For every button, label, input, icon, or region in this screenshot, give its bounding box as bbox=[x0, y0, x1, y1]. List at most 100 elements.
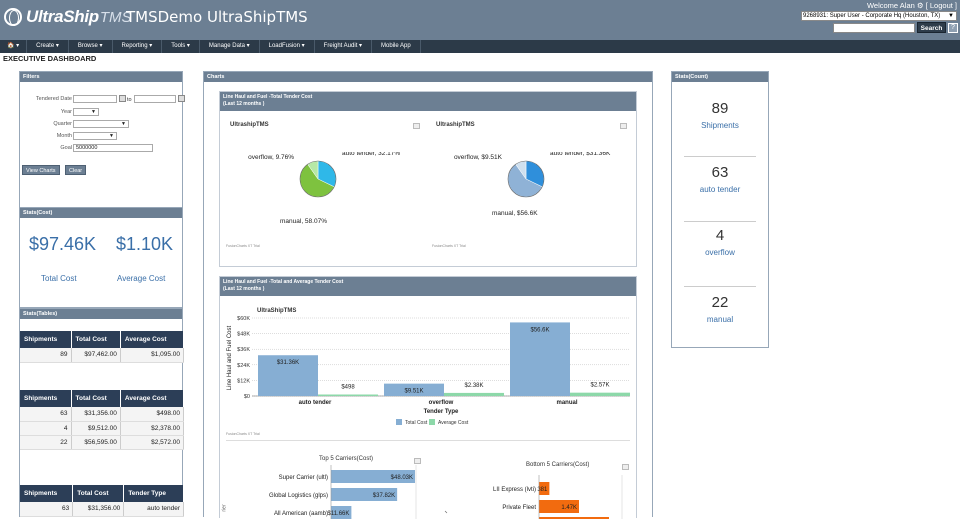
carrier-charts-svg: $48.03K Super Carrier (ultl) $37.82K Global… bbox=[269, 465, 623, 519]
nav-home[interactable]: 🏠 ▾ bbox=[0, 40, 28, 53]
bar-data-label: $2.57K bbox=[590, 383, 609, 389]
goal-input[interactable]: 5000000 bbox=[73, 144, 153, 152]
stats-tables-title: Stats(Tables) bbox=[20, 309, 182, 319]
bar-chart-svg: $0 $12K $24K $36K $48K $60K $31.36K $498 auto te… bbox=[227, 316, 630, 426]
nav-manage-data[interactable]: Manage Data ▾ bbox=[200, 40, 260, 53]
divider bbox=[684, 286, 756, 287]
pie-panel-subtitle: (Last 12 months ) bbox=[223, 101, 265, 107]
nav-tools[interactable]: Tools ▾ bbox=[162, 40, 200, 53]
table-header-row: Shipments Total Cost Average Cost bbox=[20, 331, 185, 348]
y-tick-label: All American (aamb) bbox=[274, 511, 328, 517]
table-row: 63 $31,356.00 auto tender bbox=[20, 502, 184, 517]
filters-panel: Filters Tendered Date to Year ▼ Quarter … bbox=[19, 71, 185, 207]
nav-create[interactable]: Create ▾ bbox=[27, 40, 69, 53]
search-input[interactable] bbox=[833, 23, 915, 33]
pie-label: auto tender, 32.17% bbox=[342, 152, 400, 157]
quarter-select[interactable]: ▼ bbox=[73, 120, 129, 128]
table-cell: 22 bbox=[20, 435, 72, 450]
tender-cost-pie-panel: Line Haul and Fuel -Total Tender Cost (L… bbox=[219, 91, 637, 267]
pie-outline bbox=[507, 160, 545, 198]
user-location-select[interactable]: 9268931: Super User - Corporate Hq (Hous… bbox=[801, 11, 957, 21]
stats-cost-title: Stats(Cost) bbox=[20, 208, 182, 218]
nav-loadfusion[interactable]: LoadFusion ▾ bbox=[260, 40, 315, 53]
column-header[interactable]: Shipments bbox=[20, 485, 74, 502]
count-value: 22 bbox=[711, 294, 729, 311]
bar-data-label: $48.03K bbox=[391, 475, 413, 481]
welcome-label: Welcome Alan bbox=[866, 1, 915, 10]
column-header[interactable]: Shipments bbox=[20, 390, 72, 407]
user-location-value: 9268931: Super User - Corporate Hq (Hous… bbox=[803, 13, 941, 19]
y-tick-label: LII Express (lvti) bbox=[493, 487, 536, 493]
column-header[interactable]: Average Cost bbox=[120, 331, 185, 348]
pie-charts-svg: auto tender, 32.17% overflow, 9.76% manual… bbox=[248, 152, 611, 225]
count-value: 4 bbox=[715, 227, 725, 244]
average-cost-label: Average Cost bbox=[117, 274, 166, 283]
nav-reporting[interactable]: Reporting ▾ bbox=[113, 40, 163, 53]
chevron-down-icon: ▼ bbox=[948, 13, 954, 19]
bar-panel-header: Line Haul and Fuel -Total and Average Te… bbox=[220, 277, 636, 296]
y-tick-label: Super Carrier (ultl) bbox=[279, 475, 328, 481]
shipments-summary-table: Shipments Total Cost Average Cost 89 $97… bbox=[20, 331, 185, 363]
clear-button[interactable]: Clear bbox=[65, 165, 87, 175]
bar-top-carrier bbox=[331, 470, 415, 483]
logo[interactable]: UltraShip TMS bbox=[4, 6, 132, 28]
pie1-caption: UltrashipTMS bbox=[230, 122, 269, 128]
pie-label: manual, $56.6K bbox=[492, 210, 538, 217]
x-axis-label: Tender Type bbox=[424, 409, 459, 415]
column-header[interactable]: Average Cost bbox=[120, 390, 185, 407]
month-select[interactable]: ▼ bbox=[73, 132, 117, 140]
count-label: Shipments bbox=[701, 121, 739, 130]
table-cell: $2,572.00 bbox=[120, 435, 185, 450]
tendered-date-from[interactable] bbox=[73, 95, 117, 103]
table-cell: 63 bbox=[20, 407, 72, 422]
view-charts-button[interactable]: View Charts bbox=[22, 165, 60, 175]
search-button[interactable]: Search bbox=[917, 22, 946, 33]
pie2-caption: UltrashipTMS bbox=[436, 122, 475, 128]
legend-swatch bbox=[429, 419, 435, 425]
column-header[interactable]: Tender Type bbox=[123, 485, 184, 502]
calendar-icon[interactable] bbox=[178, 95, 185, 102]
filters-title: Filters bbox=[20, 72, 182, 82]
y-tick-label: $24K bbox=[237, 363, 250, 369]
scroll-indicator bbox=[444, 510, 448, 514]
table-cell: auto tender bbox=[123, 502, 184, 517]
column-header[interactable]: Total Cost bbox=[71, 331, 121, 348]
logo-suffix: TMS bbox=[99, 8, 132, 26]
average-cost-value: $1.10K bbox=[116, 234, 174, 254]
y-tick-label: $48K bbox=[237, 332, 250, 338]
chart-export-button[interactable] bbox=[413, 123, 420, 129]
bar-data-label: $37.82K bbox=[373, 493, 395, 499]
stats-tables-panel: Stats(Tables) Shipments Total Cost Avera… bbox=[19, 308, 185, 517]
nav-freight-audit[interactable]: Freight Audit ▾ bbox=[315, 40, 373, 53]
bar-top-carrier bbox=[331, 488, 398, 501]
tendered-date-to[interactable] bbox=[134, 95, 176, 103]
nav-browse[interactable]: Browse ▾ bbox=[69, 40, 113, 53]
quarter-label: Quarter bbox=[53, 121, 72, 127]
user-icon: ⚙ bbox=[916, 1, 924, 10]
table-cell: $56,595.00 bbox=[71, 435, 121, 450]
year-select[interactable]: ▼ bbox=[73, 108, 99, 116]
count-label: auto tender bbox=[699, 185, 741, 194]
column-header[interactable]: Total Cost bbox=[72, 485, 125, 502]
legend-label: Average Cost bbox=[438, 420, 469, 426]
column-header[interactable]: Total Cost bbox=[71, 390, 121, 407]
charts-panel: Charts Line Haul and Fuel -Total Tender … bbox=[203, 71, 653, 519]
column-header[interactable]: Shipments bbox=[20, 331, 72, 348]
count-auto-tender: 63 auto tender bbox=[672, 164, 768, 194]
table-cell: $2,378.00 bbox=[120, 421, 185, 436]
nav-mobile-app[interactable]: Mobile App bbox=[372, 40, 421, 53]
globe-icon bbox=[4, 8, 22, 26]
table-cell: $498.00 bbox=[120, 407, 185, 422]
calendar-icon[interactable] bbox=[119, 95, 126, 102]
chart-export-button[interactable] bbox=[620, 123, 627, 129]
bar-bottom-carrier bbox=[539, 482, 550, 495]
chart-export-button[interactable] bbox=[414, 458, 421, 464]
help-button[interactable]: ? bbox=[948, 23, 958, 33]
bar-average-cost bbox=[570, 392, 630, 396]
count-label: manual bbox=[706, 315, 734, 324]
count-overflow: 4 overflow bbox=[672, 227, 768, 257]
table-header-row: Shipments Total Cost Tender Type bbox=[20, 485, 184, 502]
logout-link[interactable]: [ Logout ] bbox=[925, 1, 957, 10]
count-shipments: 89 Shipments bbox=[672, 100, 768, 130]
chart-export-button[interactable] bbox=[622, 464, 629, 470]
